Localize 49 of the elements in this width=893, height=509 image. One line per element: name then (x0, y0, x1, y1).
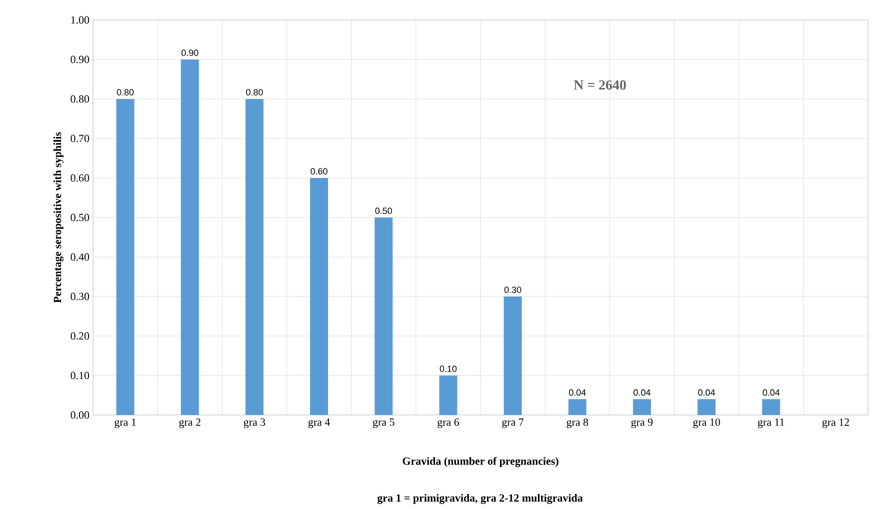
data-label: 0.80 (116, 89, 134, 96)
x-tick-label: gra 4 (308, 418, 330, 428)
data-label: 0.04 (698, 389, 716, 396)
y-tick-label: 0.80 (70, 95, 90, 103)
y-tick-label: 0.10 (70, 372, 90, 380)
bar (439, 375, 458, 415)
bar (245, 98, 264, 415)
y-tick-label: 0.50 (70, 214, 90, 222)
text: gra 1 = primigravida, gra 2-12 multigravida (377, 494, 583, 504)
y-tick-label: 0.60 (70, 174, 90, 182)
bar (762, 399, 780, 415)
x-tick-label: gra 8 (566, 418, 588, 428)
bar (632, 399, 651, 415)
x-tick-label: gra 3 (244, 418, 266, 428)
y-tick-label: 1.00 (71, 16, 90, 24)
bar (374, 217, 393, 415)
x-tick-label: gra 10 (693, 418, 720, 428)
bar (504, 296, 522, 415)
x-tick-label: gra 11 (758, 418, 784, 428)
annotation: N = 2640 (574, 80, 626, 90)
bar (116, 98, 134, 415)
y-tick-label: 0.20 (70, 332, 90, 340)
x-axis-title: Gravida (number of pregnancies) (402, 456, 558, 468)
data-label: 0.04 (634, 389, 650, 396)
y-tick-label: 0.70 (70, 134, 90, 142)
y-axis-title: Percentage seropositive with syphilis (53, 132, 64, 303)
data-label: 0.90 (182, 50, 198, 56)
data-label: 0.10 (440, 366, 457, 372)
bar (568, 399, 586, 415)
y-tick-label: 0.00 (70, 411, 90, 419)
data-label: 0.80 (246, 89, 263, 96)
x-tick-label: gra 12 (822, 418, 849, 428)
data-label: 0.04 (762, 389, 780, 396)
x-tick-label: gra 5 (373, 418, 394, 428)
x-tick-label: gra 1 (114, 418, 136, 428)
data-label: 0.30 (504, 286, 522, 293)
data-label: 0.60 (310, 168, 328, 174)
y-tick-label: 0.30 (70, 292, 90, 300)
x-tick-label: gra 7 (502, 418, 524, 428)
x-tick-label: gra 6 (438, 418, 459, 428)
y-tick-label: 0.90 (70, 56, 90, 64)
x-tick-label: gra 2 (179, 418, 200, 428)
x-tick-label: gra 9 (631, 418, 653, 428)
bar (698, 399, 716, 415)
bar (180, 59, 199, 415)
y-tick-label: 0.40 (70, 253, 90, 261)
data-label: 0.50 (375, 208, 392, 214)
bar (310, 178, 328, 415)
data-label: 0.04 (569, 389, 586, 396)
